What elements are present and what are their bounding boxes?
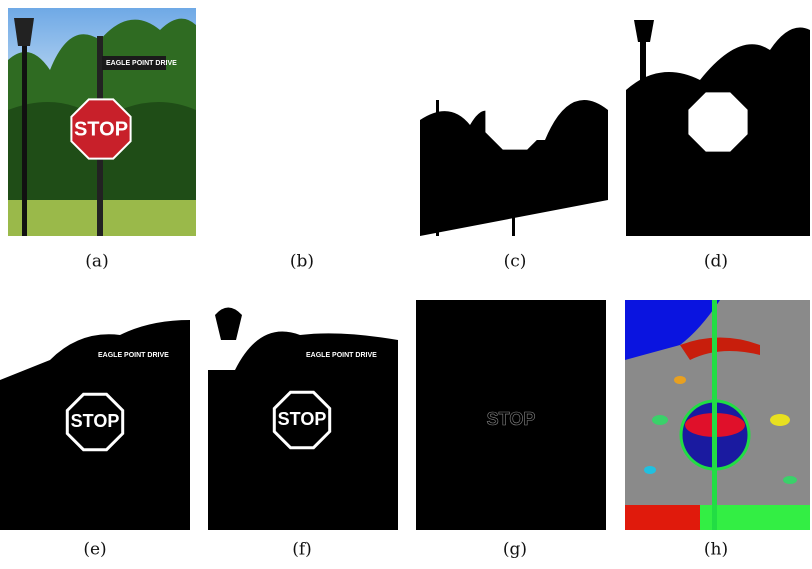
figure: EAGLE POINT DRIVE STOP STOP EAGLE POINT … — [0, 0, 812, 565]
stop-text: STOP — [487, 409, 536, 429]
panel-e-image: STOP EAGLE POINT DRIVE — [0, 300, 190, 530]
panel-caption: (d) — [704, 252, 728, 272]
street-sign-text: EAGLE POINT DRIVE — [306, 352, 377, 359]
panel-caption: (g) — [503, 540, 527, 560]
panel-d-image — [626, 8, 810, 236]
stop-text: STOP — [71, 411, 120, 431]
panel-h-image — [625, 300, 810, 530]
panel-caption: (e) — [83, 540, 106, 560]
panel-f-image: STOP EAGLE POINT DRIVE — [208, 300, 398, 530]
panel-g-image: STOP — [416, 300, 606, 530]
octagon-sign — [485, 90, 544, 149]
panel-caption: (f) — [292, 540, 312, 560]
stop-text: STOP — [74, 118, 128, 140]
panel-caption: (b) — [290, 252, 314, 272]
panel-caption: (a) — [85, 252, 108, 272]
panel-caption: (c) — [504, 252, 527, 272]
panel-caption: (h) — [704, 540, 728, 560]
panel-a-image: EAGLE POINT DRIVE STOP — [8, 8, 196, 236]
octagon-sign — [688, 92, 747, 151]
street-sign-text: EAGLE POINT DRIVE — [98, 352, 169, 359]
panel-c-image — [420, 8, 608, 236]
street-sign-text: EAGLE POINT DRIVE — [106, 60, 177, 67]
stop-text: STOP — [278, 409, 327, 429]
